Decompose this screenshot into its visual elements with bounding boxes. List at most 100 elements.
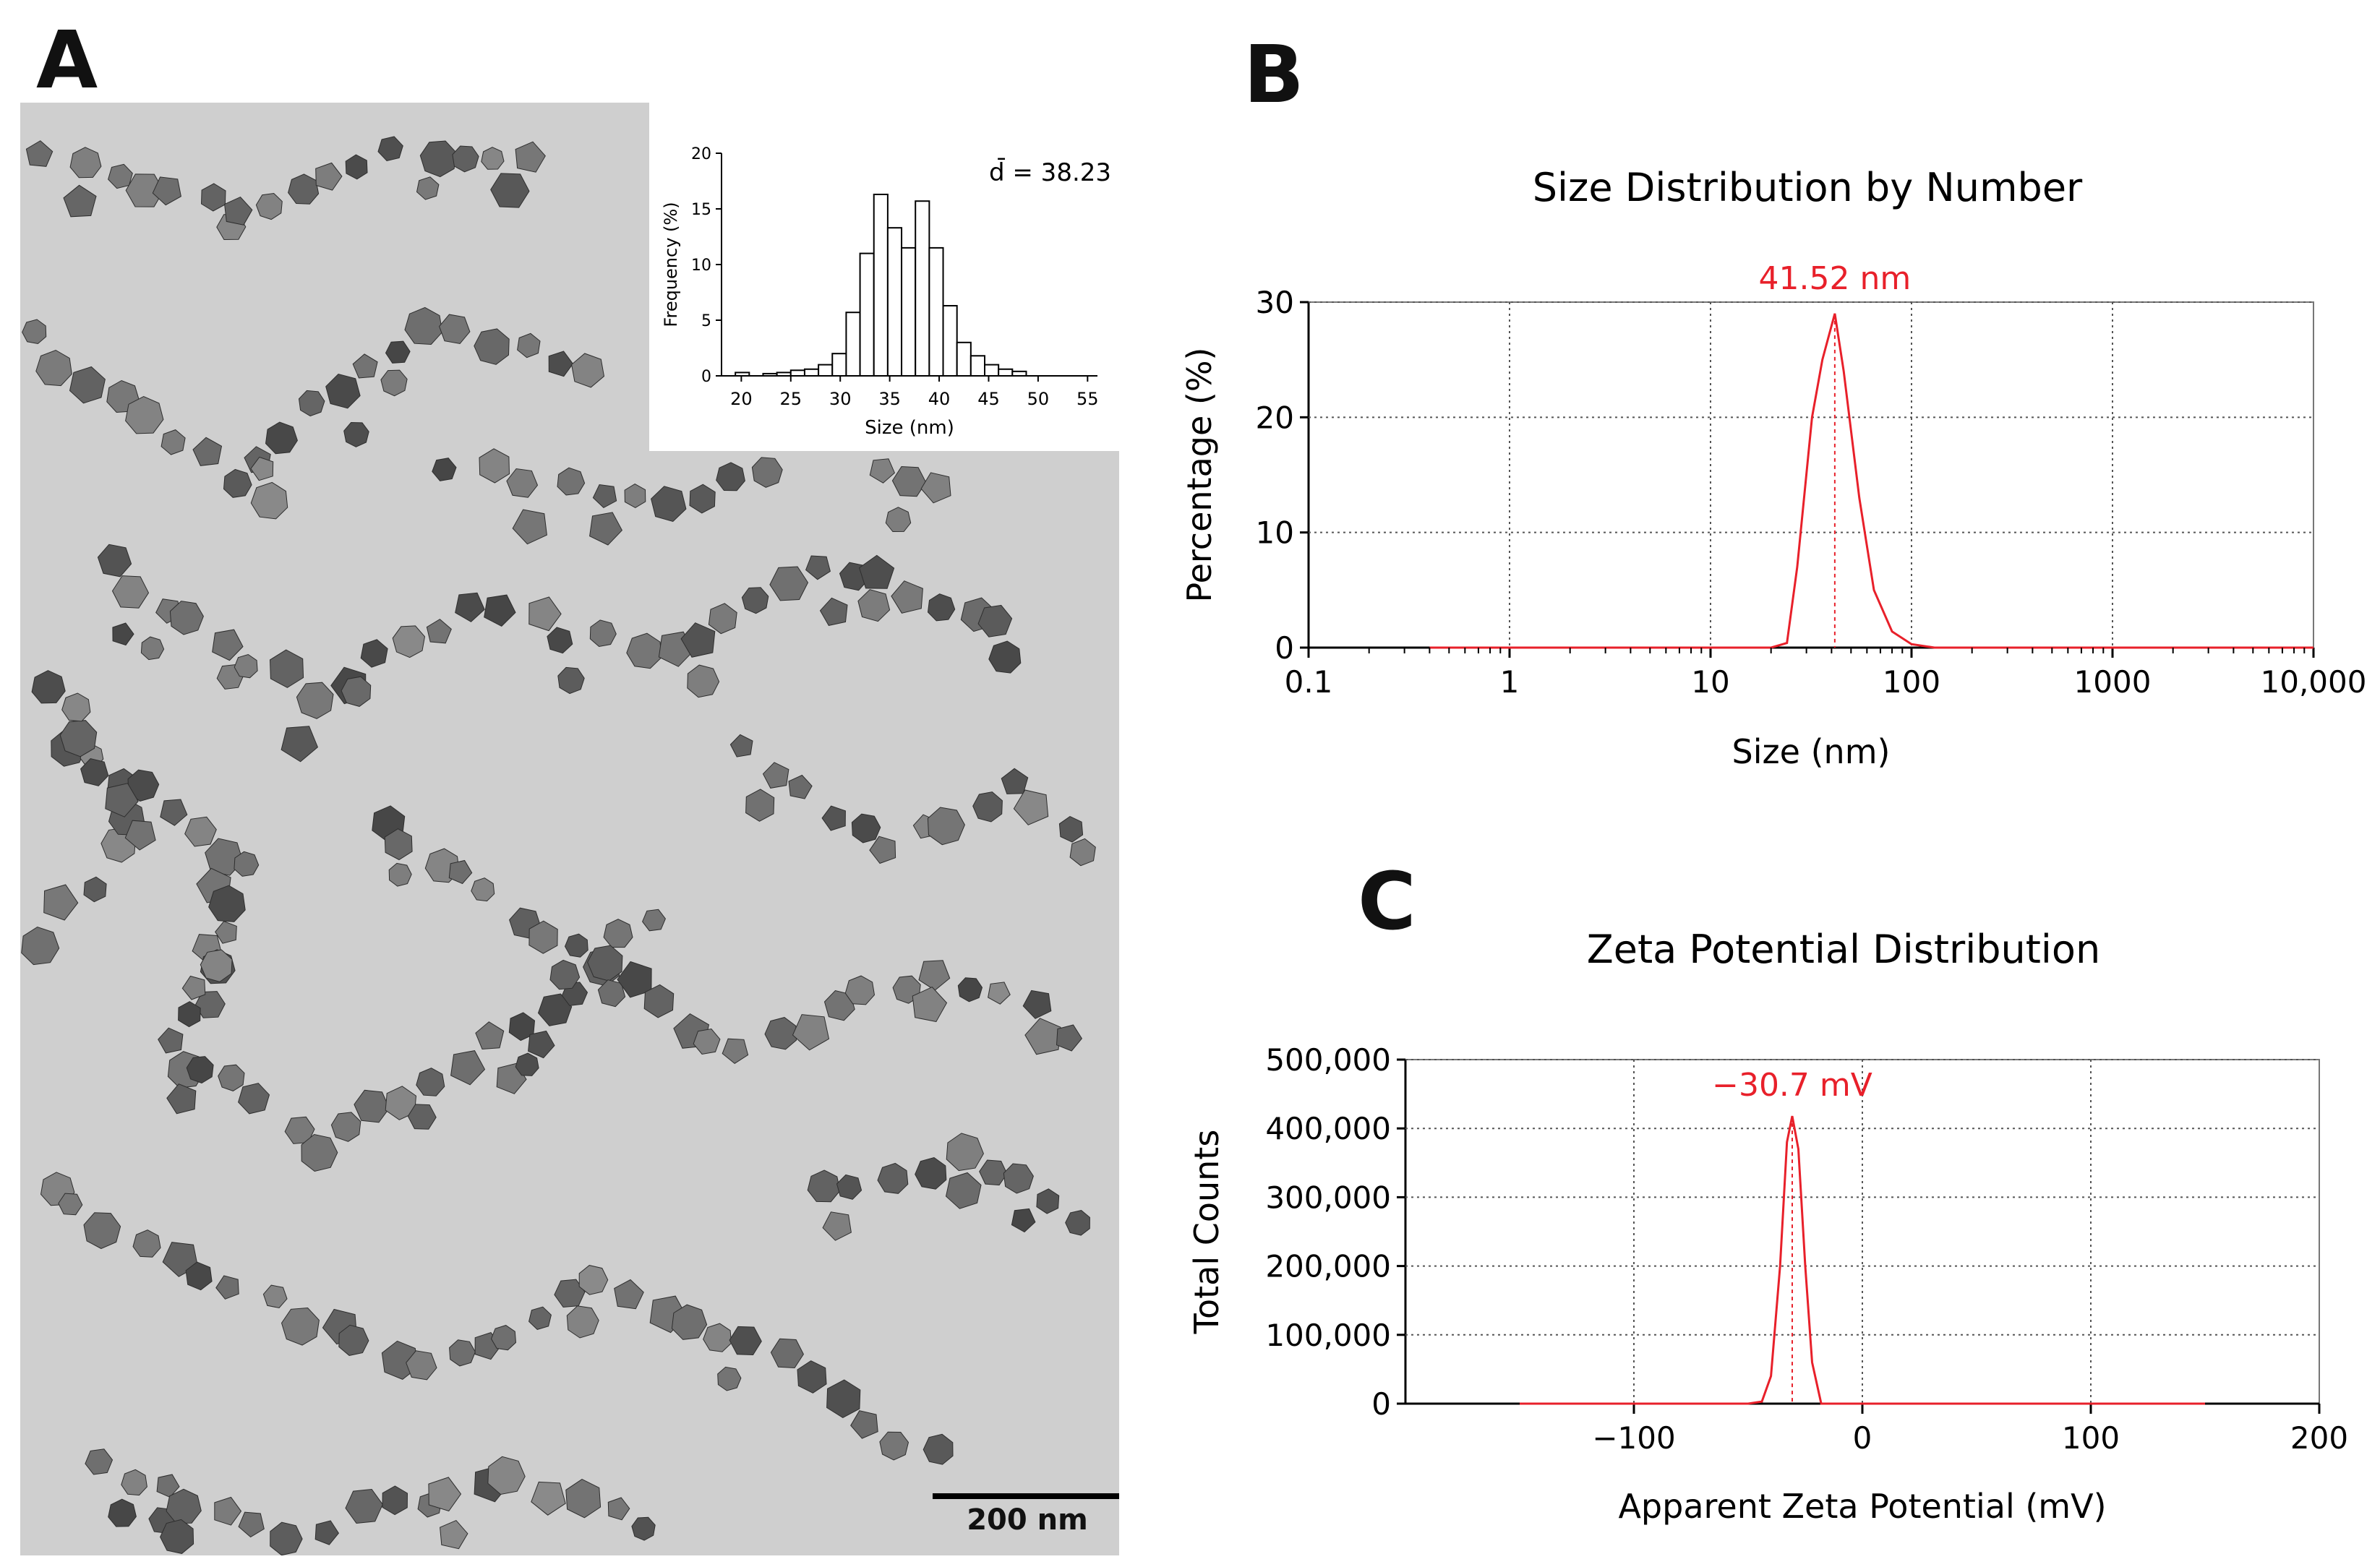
nanoparticle xyxy=(693,1028,721,1055)
nanoparticle xyxy=(452,145,479,173)
nanoparticle xyxy=(238,1083,270,1115)
size-chart-x-tick-label: 100 xyxy=(1883,664,1940,700)
nanoparticle xyxy=(481,147,505,170)
nanoparticle xyxy=(508,1012,536,1042)
nanoparticle xyxy=(1013,789,1049,825)
nanoparticle xyxy=(385,1086,417,1120)
nanoparticle xyxy=(792,1014,830,1051)
nanoparticle xyxy=(671,1304,708,1340)
nanoparticle xyxy=(296,682,334,719)
nanoparticle xyxy=(440,1519,468,1550)
nanoparticle xyxy=(927,807,965,846)
hist-y-label: Frequency (%) xyxy=(661,202,681,327)
nanoparticle xyxy=(643,984,675,1018)
nanoparticle xyxy=(111,575,150,609)
nanoparticle xyxy=(1022,989,1052,1019)
nanoparticle xyxy=(69,147,102,179)
zeta-chart-x-tick-label: 200 xyxy=(2290,1420,2348,1456)
panel-label-a: A xyxy=(36,14,98,106)
nanoparticle xyxy=(879,1431,909,1461)
nanoparticle xyxy=(208,885,246,922)
nanoparticle xyxy=(859,554,895,589)
nanoparticle xyxy=(592,484,617,509)
nanoparticle xyxy=(234,851,260,877)
hist-bar xyxy=(873,193,889,377)
nanoparticle xyxy=(729,1326,762,1356)
nanoparticle xyxy=(345,154,368,180)
nanoparticle xyxy=(923,1433,954,1465)
hist-bar xyxy=(845,312,861,377)
hist-x-tick-label: 30 xyxy=(829,389,852,409)
zeta-chart-plot-frame xyxy=(1405,1059,2320,1404)
nanoparticle xyxy=(380,369,408,397)
nanoparticle xyxy=(716,462,745,491)
nanoparticle xyxy=(1011,1208,1036,1233)
nanoparticle xyxy=(301,1133,338,1172)
nanoparticle xyxy=(769,566,809,601)
nanoparticle xyxy=(945,1172,982,1209)
nanoparticle xyxy=(432,458,457,481)
nanoparticle xyxy=(557,467,586,496)
panel-label-b: B xyxy=(1243,28,1304,121)
nanoparticle xyxy=(471,877,495,902)
nanoparticle xyxy=(58,1193,83,1216)
nanoparticle xyxy=(200,949,233,982)
nanoparticle xyxy=(869,458,896,484)
nanoparticle xyxy=(885,507,912,533)
nanoparticle xyxy=(160,429,186,455)
nanoparticle xyxy=(360,639,388,668)
nanoparticle xyxy=(354,1089,390,1123)
histogram-chart: 20 25 30 35 40 45 50 55 0 5 10 15 20 Size (nm) Frequen… xyxy=(661,145,1111,439)
nanoparticle xyxy=(589,619,617,648)
nanoparticle xyxy=(547,627,573,654)
nanoparticle xyxy=(475,1021,505,1050)
hist-x-tick-label: 45 xyxy=(977,389,1000,409)
nanoparticle xyxy=(979,1159,1008,1186)
nanoparticle xyxy=(192,437,223,466)
panel-label-c: C xyxy=(1358,855,1416,948)
nanoparticle xyxy=(392,625,426,658)
size-chart-x-tick-label: 10,000 xyxy=(2261,664,2367,700)
nanoparticle xyxy=(557,666,585,695)
nanoparticle xyxy=(419,140,457,178)
nanoparticle xyxy=(587,945,623,982)
nanoparticle xyxy=(512,509,547,545)
nanoparticle xyxy=(528,596,562,632)
nanoparticle xyxy=(83,1212,121,1250)
size-chart-y-tick-label: 20 xyxy=(1256,400,1294,435)
nanoparticle xyxy=(218,1064,245,1091)
hist-bar xyxy=(942,304,958,377)
nanoparticle xyxy=(21,926,60,966)
zeta-chart-curve xyxy=(1520,1115,2205,1405)
nanoparticle xyxy=(404,306,443,345)
hist-bar xyxy=(735,372,750,377)
nanoparticle xyxy=(212,629,244,661)
nanoparticle xyxy=(416,1068,445,1096)
zeta-potential-chart: Zeta Potential Distribution 0 100,000 200,0… xyxy=(1187,927,2348,1526)
nanoparticle xyxy=(214,1496,242,1526)
nanoparticle xyxy=(108,1498,137,1527)
zeta-chart-x-label: Apparent Zeta Potential (mV) xyxy=(1618,1487,2106,1526)
nanoparticle xyxy=(288,173,320,205)
nanoparticle xyxy=(915,1156,947,1190)
nanoparticle xyxy=(807,1169,841,1203)
nanoparticle xyxy=(265,421,298,455)
nanoparticle xyxy=(517,332,541,359)
nanoparticle xyxy=(127,769,160,802)
nanoparticle xyxy=(385,340,411,364)
nanoparticle xyxy=(35,349,72,387)
zeta-chart-y-tick-label: 400,000 xyxy=(1265,1111,1391,1146)
nanoparticle xyxy=(69,366,106,404)
nanoparticle xyxy=(490,1325,517,1351)
nanoparticle xyxy=(455,592,485,622)
hist-bar xyxy=(956,341,972,377)
nanoparticle xyxy=(269,649,304,688)
nanoparticle xyxy=(607,1497,630,1521)
nanoparticle xyxy=(284,1116,315,1144)
nanoparticle xyxy=(770,1338,804,1369)
nanoparticle xyxy=(891,580,923,614)
nanoparticle xyxy=(603,919,633,948)
nanoparticle xyxy=(298,390,325,417)
size-chart-plot-frame xyxy=(1308,301,2314,648)
nanoparticle xyxy=(1065,1210,1090,1236)
